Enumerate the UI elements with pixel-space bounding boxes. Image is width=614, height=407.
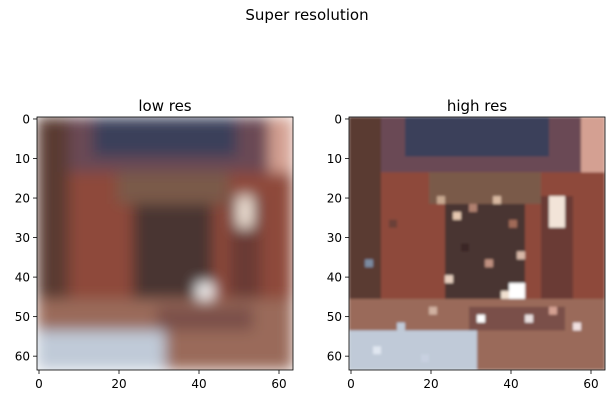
image-region-altar-top (429, 172, 541, 204)
high-res-xtick-label: 40 (503, 377, 518, 391)
low-res-ytick-label: 60 (15, 350, 30, 364)
image-region-altar-top (117, 172, 229, 204)
high-res-xtick-label: 0 (347, 377, 355, 391)
image-region-floor-tiles (349, 330, 477, 370)
low-res-ytick-label: 50 (15, 310, 30, 324)
low-res-ytick-label: 0 (22, 112, 30, 126)
image-detail-pixel (573, 323, 581, 331)
image-detail-pixel (525, 315, 533, 323)
image-detail-pixel (445, 275, 453, 283)
low-res-axes: low res 0 20 40 60 0 10 20 30 40 50 60 (15, 97, 293, 391)
image-detail-pixel (517, 251, 525, 259)
high-res-ytick-label: 60 (327, 350, 342, 364)
image-region-vault (93, 117, 237, 157)
low-res-title: low res (138, 97, 191, 115)
high-res-ytick-label: 0 (334, 112, 342, 126)
image-detail-pixel (389, 220, 397, 228)
low-res-xtick-label: 0 (35, 377, 43, 391)
high-res-image (349, 117, 605, 370)
image-detail-pixel (421, 354, 429, 362)
low-res-xtick-label: 20 (111, 377, 126, 391)
image-detail-pixel (501, 291, 509, 299)
image-region-left-column (37, 117, 69, 307)
low-res-ytick-label: 10 (15, 152, 30, 166)
image-detail-pixel (477, 315, 485, 323)
image-detail-pixel (485, 259, 493, 267)
image-region-pews (157, 307, 253, 331)
image-region-left-column (349, 117, 381, 307)
image-detail-pixel (429, 307, 437, 315)
image-detail-pixel (461, 244, 469, 252)
low-res-xtick-label: 60 (271, 377, 286, 391)
image-detail-pixel (365, 259, 373, 267)
low-res-xtick-label: 40 (191, 377, 206, 391)
high-res-axes: high res 0 20 40 60 0 10 20 30 40 50 60 (327, 97, 605, 391)
low-res-ytick-label: 20 (15, 192, 30, 206)
image-detail-pixel (493, 196, 501, 204)
high-res-ytick-label: 30 (327, 231, 342, 245)
high-res-xtick-label: 60 (583, 377, 598, 391)
high-res-ytick-label: 20 (327, 192, 342, 206)
low-res-image (37, 117, 293, 370)
image-region-window (237, 196, 253, 228)
low-res-ytick-label: 30 (15, 231, 30, 245)
image-region-vault (405, 117, 549, 157)
high-res-ytick-label: 50 (327, 310, 342, 324)
high-res-ytick-label: 10 (327, 152, 342, 166)
image-region-window (549, 196, 565, 228)
image-detail-pixel (397, 323, 405, 331)
image-detail-pixel (509, 220, 517, 228)
image-detail-pixel (549, 307, 557, 315)
image-detail-pixel (453, 212, 461, 220)
low-res-ytick-label: 40 (15, 271, 30, 285)
high-res-xtick-label: 20 (423, 377, 438, 391)
image-detail-pixel (469, 204, 477, 212)
image-region-floor-tiles (37, 330, 165, 370)
image-detail-pixel (437, 196, 445, 204)
high-res-title: high res (447, 97, 508, 115)
high-res-ytick-label: 40 (327, 271, 342, 285)
image-detail-pixel (373, 346, 381, 354)
